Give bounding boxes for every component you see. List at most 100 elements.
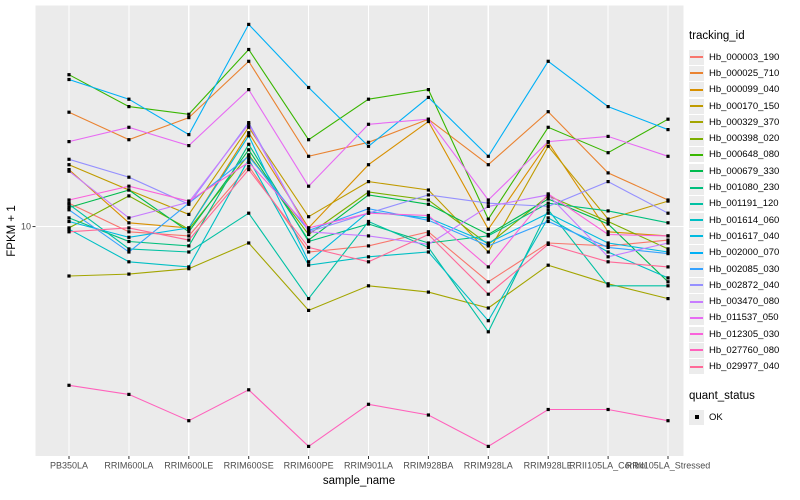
- data-point: [307, 239, 311, 244]
- data-point: [606, 217, 610, 221]
- legend-entry-label: Hb_000099_040: [709, 84, 780, 96]
- x-tick-label-RRIM600LE: RRIM600LE: [164, 461, 213, 471]
- data-point: [606, 245, 610, 249]
- line-swatch-icon: [690, 72, 703, 75]
- legend-entry-label: Hb_003470_080: [709, 296, 780, 308]
- data-point: [666, 211, 670, 215]
- data-point: [606, 171, 610, 175]
- data-point: [247, 88, 251, 92]
- data-point: [426, 188, 430, 192]
- data-point: [606, 219, 610, 224]
- data-point: [606, 407, 610, 412]
- legend-entry-Hb_029977_040: Hb_029977_040: [689, 359, 800, 375]
- data-point: [127, 239, 131, 244]
- data-point: [486, 330, 490, 334]
- legend-entry-label: Hb_001191_120: [709, 198, 779, 210]
- data-point: [546, 59, 550, 63]
- data-point: [247, 22, 251, 26]
- data-point: [187, 230, 191, 234]
- data-point: [666, 117, 670, 121]
- line-swatch-icon: [690, 137, 703, 140]
- data-point: [486, 198, 490, 202]
- legend-entry-label: Hb_000170_150: [709, 100, 780, 112]
- data-point: [127, 97, 131, 101]
- x-tick-label-RRIM928LA: RRIM928LA: [464, 461, 513, 471]
- data-point: [606, 260, 610, 264]
- legend-entry-Hb_012305_030: Hb_012305_030: [689, 326, 800, 342]
- data-point: [67, 219, 71, 224]
- legend-entry-label: Hb_000003_190: [709, 51, 780, 63]
- legend-key-box: [689, 147, 704, 163]
- data-point: [67, 140, 71, 144]
- x-tick-label-RRIM600SE: RRIM600SE: [224, 461, 274, 471]
- data-point: [307, 260, 311, 264]
- data-point: [307, 308, 311, 312]
- data-point: [67, 157, 71, 161]
- legend-entry-label: OK: [709, 411, 723, 423]
- data-point: [366, 122, 371, 126]
- legend-entry-Hb_011537_050: Hb_011537_050: [689, 310, 800, 326]
- data-point: [247, 47, 251, 52]
- square-point-icon: [694, 415, 699, 420]
- legend-entry-label: Hb_000329_370: [709, 116, 780, 128]
- data-point: [426, 245, 430, 249]
- data-point: [247, 148, 251, 152]
- data-point: [366, 255, 371, 259]
- data-point: [127, 272, 131, 276]
- data-point: [666, 297, 670, 301]
- legend-key-box: [689, 409, 704, 425]
- data-point: [127, 138, 131, 142]
- data-point: [187, 112, 191, 116]
- data-point: [546, 140, 550, 144]
- legend-entry-Hb_000099_040: Hb_000099_040: [689, 82, 800, 98]
- data-point: [307, 250, 311, 254]
- legend-entry-Hb_027760_080: Hb_027760_080: [689, 342, 800, 358]
- data-point: [127, 226, 131, 230]
- legend-key-box: [689, 228, 704, 244]
- data-point: [247, 154, 251, 158]
- line-swatch-icon: [690, 170, 703, 173]
- data-point: [606, 255, 610, 259]
- data-point: [426, 198, 430, 202]
- legend-entry-label: Hb_012305_030: [709, 328, 780, 340]
- legend-entry-label: Hb_000648_080: [709, 149, 780, 161]
- data-point: [366, 193, 371, 197]
- data-point: [67, 227, 71, 231]
- data-point: [127, 230, 131, 234]
- data-point: [247, 168, 251, 172]
- data-point: [127, 105, 131, 109]
- data-point: [366, 140, 371, 144]
- data-point: [247, 131, 251, 135]
- data-point: [247, 134, 251, 138]
- data-point: [187, 234, 191, 238]
- data-point: [606, 209, 610, 213]
- data-point: [127, 184, 131, 188]
- data-point: [127, 221, 131, 225]
- data-point: [486, 444, 490, 448]
- legend-title-tracking-id: tracking_id: [689, 30, 745, 42]
- data-point: [187, 133, 191, 137]
- data-point: [426, 218, 430, 222]
- legend-key-box: [689, 131, 704, 147]
- data-point: [247, 164, 251, 168]
- legend-key-box: [689, 277, 704, 293]
- data-point: [486, 265, 490, 269]
- data-point: [606, 230, 610, 234]
- data-point: [187, 250, 191, 254]
- data-point: [666, 276, 670, 280]
- data-point: [187, 265, 191, 269]
- data-point: [247, 160, 251, 164]
- legend-entry-label: Hb_002000_070: [709, 247, 780, 259]
- data-point: [426, 290, 430, 294]
- legend-entry-label: Hb_000398_020: [709, 133, 780, 145]
- data-point: [546, 125, 550, 129]
- data-point: [666, 265, 670, 269]
- data-point: [307, 138, 311, 142]
- data-point: [606, 241, 610, 245]
- data-point: [67, 169, 71, 173]
- data-point: [67, 73, 71, 77]
- data-point: [486, 227, 490, 231]
- line-swatch-icon: [690, 251, 703, 254]
- x-tick-label-RRIM600PE: RRIM600PE: [284, 461, 334, 471]
- line-swatch-icon: [690, 235, 703, 238]
